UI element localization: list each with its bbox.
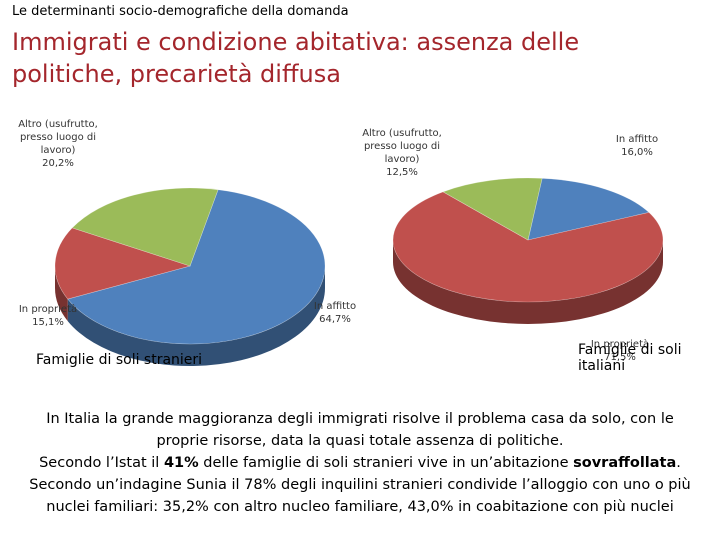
category-label: In affitto xyxy=(313,301,357,312)
category-label: In proprietà xyxy=(590,339,650,350)
category-label: In affitto xyxy=(615,134,659,145)
paragraph: Secondo un’indagine Sunia il 78% degli i… xyxy=(29,477,691,515)
data-label: Altro (usufrutto, presso luogo di lavoro… xyxy=(362,127,442,179)
data-label: In proprietà 15,1% xyxy=(13,303,83,329)
slide-title: Immigrati e condizione abitativa: assenz… xyxy=(12,28,580,88)
pie-slice xyxy=(442,177,543,241)
pie-slice-side xyxy=(393,240,663,324)
text: sovraffollata xyxy=(573,455,677,471)
kicker: Le determinanti socio-demografiche della… xyxy=(12,4,349,19)
text: . xyxy=(676,455,681,471)
pie-slice xyxy=(527,178,650,241)
pie-slice xyxy=(54,227,192,300)
pie-slice-side xyxy=(67,266,325,366)
data-label: In affitto 16,0% xyxy=(602,133,672,159)
text: delle famiglie di soli stranieri vive in… xyxy=(198,455,574,471)
chart-title: Famiglie di soli stranieri xyxy=(36,352,203,368)
text: 41% xyxy=(163,455,199,471)
value-label: 12,5% xyxy=(386,167,418,178)
pie-slice-side xyxy=(55,266,68,322)
category-label: Altro (usufrutto, presso luogo di lavoro… xyxy=(362,128,442,165)
value-label: 16,0% xyxy=(621,147,653,158)
paragraph: Secondo l’Istat il 41% delle famiglie di… xyxy=(20,452,700,474)
value-label: 64,7% xyxy=(319,314,351,325)
chart-title: Famiglie di soli italiani xyxy=(578,342,682,374)
paragraph: In Italia la grande maggioranza degli im… xyxy=(46,411,674,449)
text: Secondo l’Istat il xyxy=(39,455,164,471)
data-label: In affitto 64,7% xyxy=(300,300,370,326)
category-label: In proprietà xyxy=(18,304,78,315)
value-label: 15,1% xyxy=(32,317,64,328)
pie-slice xyxy=(71,187,219,267)
value-label: 20,2% xyxy=(42,158,74,169)
data-label: Altro (usufrutto, presso luogo di lavoro… xyxy=(18,118,98,170)
body-text: In Italia la grande maggioranza degli im… xyxy=(20,408,700,518)
pie-slice xyxy=(67,189,326,345)
value-label: 71,5% xyxy=(604,352,636,363)
pie-slice xyxy=(392,191,664,303)
data-label: In proprietà 71,5% xyxy=(585,338,655,364)
category-label: Altro (usufrutto, presso luogo di lavoro… xyxy=(18,119,98,156)
